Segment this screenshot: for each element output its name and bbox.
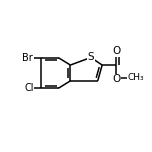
Text: O: O: [112, 46, 120, 56]
Text: Cl: Cl: [24, 83, 34, 93]
Text: CH₃: CH₃: [128, 73, 145, 82]
Text: Br: Br: [22, 53, 33, 63]
Text: O: O: [112, 74, 120, 84]
Text: S: S: [88, 52, 94, 62]
